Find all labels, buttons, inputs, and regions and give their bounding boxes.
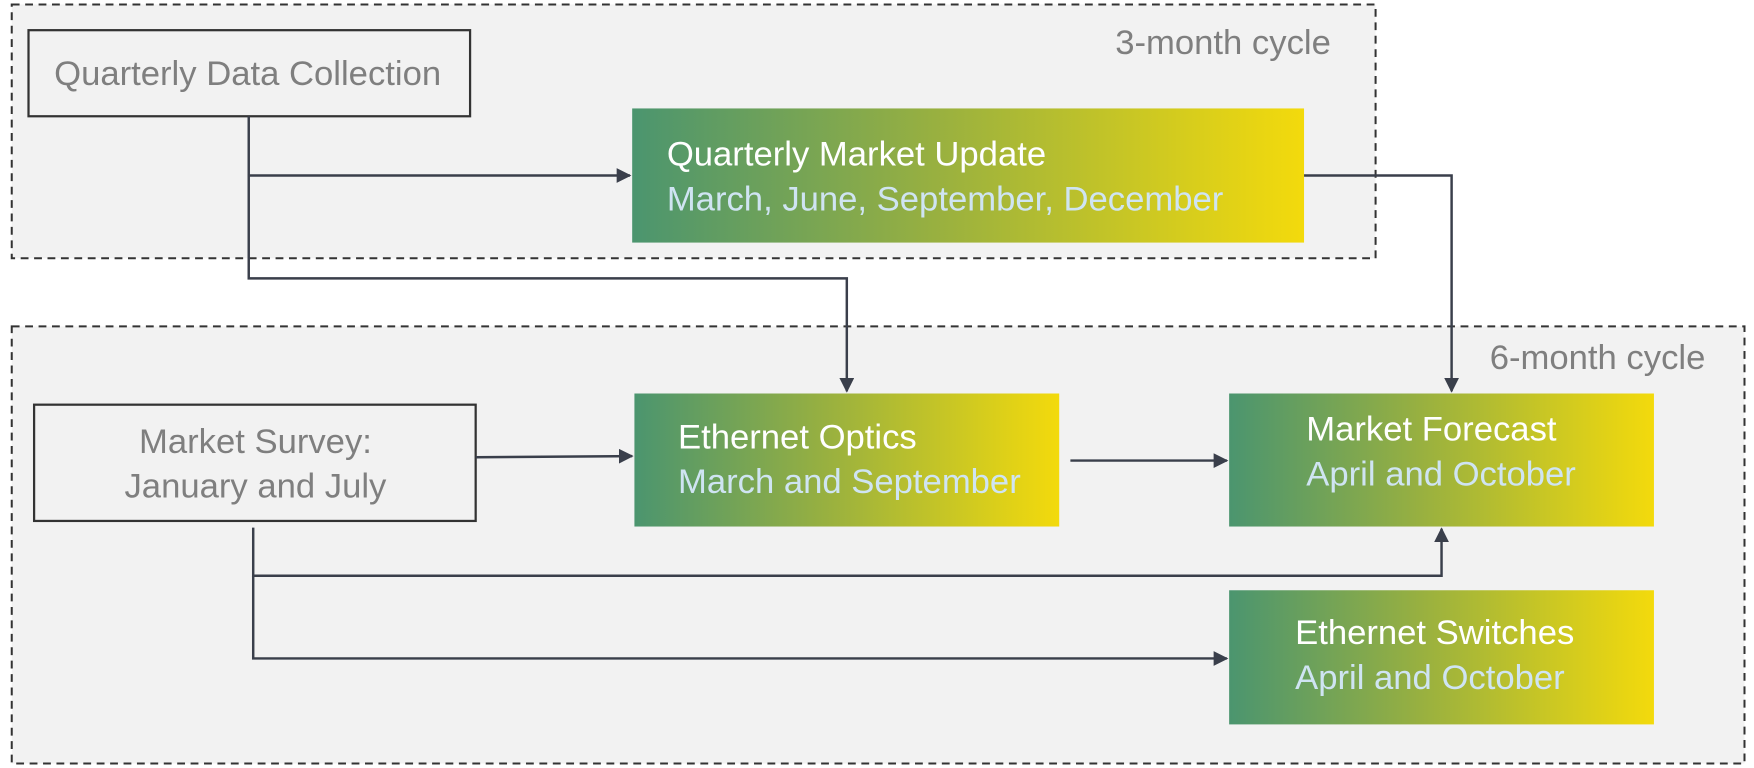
arrow [475, 448, 634, 464]
node-label: Ethernet Switches [1295, 614, 1574, 652]
arrow [251, 527, 1449, 577]
arrow [1304, 174, 1459, 393]
node-box [632, 108, 1305, 243]
node-label: March and September [678, 463, 1021, 501]
node-label: Quarterly Data Collection [54, 55, 441, 93]
node-box [1229, 590, 1654, 725]
node-label: Market Forecast [1306, 411, 1557, 449]
node-label: Ethernet Optics [678, 418, 917, 456]
node-box [32, 403, 477, 523]
group-label: 3-month cycle [1115, 24, 1331, 62]
node-label: Quarterly Market Update [667, 136, 1046, 174]
group-label: 6-month cycle [1490, 339, 1706, 377]
node-box [27, 29, 472, 118]
node-label: April and October [1306, 455, 1576, 493]
arrow [251, 575, 1229, 666]
node-label: March, June, September, December [667, 180, 1223, 218]
node-box [1229, 393, 1654, 527]
node-label: April and October [1295, 659, 1565, 697]
node-label: Market Survey: [139, 423, 372, 461]
arrow [247, 175, 855, 393]
node-label: January and July [125, 468, 388, 506]
node-box [634, 393, 1060, 527]
